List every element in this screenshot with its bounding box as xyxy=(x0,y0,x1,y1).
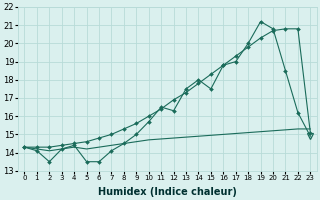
X-axis label: Humidex (Indice chaleur): Humidex (Indice chaleur) xyxy=(98,187,237,197)
